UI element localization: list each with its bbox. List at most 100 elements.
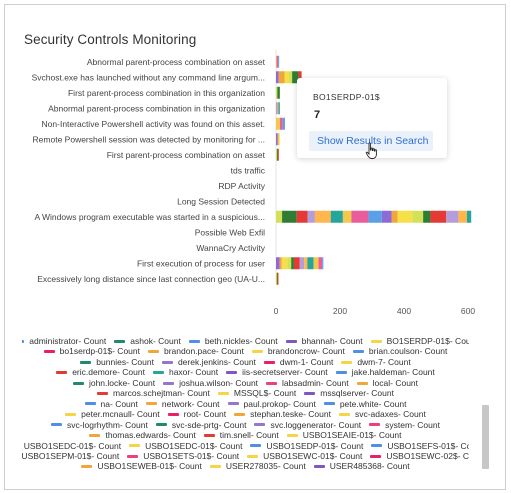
legend-item[interactable]: USER485368- Count [313, 461, 410, 472]
legend-scrollbar[interactable] [482, 405, 489, 469]
legend-item[interactable]: root- Count [167, 409, 226, 419]
legend-item[interactable]: eric.demore- Count [56, 367, 145, 377]
legend-label: bo1serdp-01$- Count [59, 346, 140, 357]
legend-item[interactable]: USBO1SEDP-01$- Count [250, 441, 363, 451]
legend-label: jake.haldeman- Count [351, 367, 435, 378]
legend-row: administrator- Count ashok- Count beth.nic… [22, 336, 469, 346]
hand-cursor-icon [365, 142, 377, 159]
legend-item[interactable]: dwm-7- Count [341, 357, 411, 367]
legend-item[interactable]: USBO1SEWC-01$- Count [247, 451, 362, 461]
legend-item[interactable]: svc-logrhythm- Count [51, 420, 148, 430]
legend-label: paul.prokop- Count [243, 398, 316, 409]
legend-item[interactable]: MSSQL$- Count [217, 388, 296, 398]
legend-row: john.locke- Count joshua.wilson- Count lab… [22, 378, 469, 388]
legend-label: local- Count [372, 377, 419, 388]
legend-item[interactable]: pete.white- Count [323, 399, 406, 409]
legend-item[interactable]: thomas.edwards- Count [89, 430, 196, 440]
x-tick-label: 400 [397, 306, 411, 316]
legend-label: svc-adaxes- Count [354, 409, 426, 420]
legend-item[interactable]: bunnies- Count [80, 357, 154, 367]
legend-item[interactable]: derek.jenkins- Count [161, 356, 256, 367]
legend-item[interactable]: marcos.schejtman- Count [97, 388, 210, 398]
legend-item[interactable]: local- Count [356, 377, 419, 388]
category-label: Abnormal parent-process combination on a… [87, 57, 266, 67]
bar-segment [276, 117, 281, 130]
legend-item[interactable]: USBO1SEAIE-01$- Count [286, 430, 402, 441]
bar-segment [279, 257, 282, 270]
legend-label: svc-logrhythm- Count [67, 419, 148, 430]
legend-item[interactable]: system- Count [369, 420, 440, 430]
legend-item[interactable]: iis-secretserver- Count [226, 367, 328, 377]
legend-item[interactable]: na- Count [84, 399, 138, 409]
legend-label: eric.demore- Count [72, 367, 145, 378]
legend-swatch [266, 381, 278, 385]
category-label: First execution of process for user [137, 258, 265, 268]
legend-item[interactable]: USBO1SEPM-01$- Count [22, 451, 119, 461]
legend-label: tim.snell- Count [219, 430, 279, 441]
legend-row: marcos.schejtman- Count MSSQL$- Count mssq… [22, 388, 469, 398]
legend-item[interactable]: tim.snell- Count [203, 430, 279, 441]
bar-segment [430, 210, 447, 223]
legend-item[interactable]: peter.mcnaull- Count [65, 409, 160, 419]
legend-swatch [43, 350, 55, 354]
legend-item[interactable]: bo1serdp-01$- Count [43, 346, 140, 357]
legend-row: eric.demore- Count haxor- Count iis-secret… [22, 367, 469, 377]
legend-label: USER278035- Count [225, 461, 306, 472]
legend-item[interactable]: USER278035- Count [209, 461, 306, 472]
category-label: Abnormal parent-process combination in t… [48, 103, 265, 113]
legend-item[interactable]: brian.coulson- Count [352, 346, 447, 356]
legend-item[interactable]: USBO1SEDC-01$- Count [129, 441, 242, 451]
bar-segment [278, 102, 280, 115]
bar-segment [314, 210, 331, 223]
legend-item[interactable]: network- Count [145, 399, 220, 409]
x-tick-label: 600 [461, 306, 475, 316]
legend-item[interactable]: paul.prokop- Count [227, 398, 316, 409]
legend-label: USBO1SEPM-01$- Count [22, 450, 120, 461]
legend-item[interactable]: svc.loggenerator- Count [254, 420, 361, 430]
legend-item[interactable]: dwm-1- Count [263, 356, 334, 367]
bar-segment [423, 210, 431, 223]
legend-label: brandon.pace- Count [164, 346, 244, 357]
legend-label: USBO1SEAIE-01$- Count [302, 430, 402, 441]
legend-item[interactable]: beth.nickles- Count [188, 336, 278, 346]
legend-swatch [313, 465, 325, 469]
legend-item[interactable]: labsadmin- Count [266, 378, 349, 388]
bar-segment [299, 257, 305, 270]
legend-item[interactable]: ashok- Count [114, 336, 181, 346]
legend-item[interactable]: USBO1SEDC-01$- Count [22, 441, 121, 451]
bar-segment [368, 210, 382, 223]
legend-item[interactable]: svc-adaxes- Count [338, 409, 426, 420]
legend-item[interactable]: USBO1SEFS-01$- Count [371, 441, 469, 451]
legend-swatch [356, 381, 368, 385]
bar-segment [298, 71, 302, 84]
bar-segment [277, 86, 280, 99]
legend-item[interactable]: mssqlserver- Count [304, 388, 394, 398]
legend-item[interactable]: brandon.pace- Count [148, 346, 244, 356]
legend-item[interactable]: USBO1SEWEB-01$- Count [81, 461, 202, 471]
legend-row: bunnies- Count derek.jenkins- Count dwm-1-… [22, 357, 469, 367]
legend-label: USER485368- Count [329, 461, 410, 472]
legend-item[interactable]: BO1SERDP-01$- Count [370, 336, 469, 346]
legend-item[interactable]: stephan.teske- Count [234, 409, 331, 419]
legend-item[interactable]: administrator- Count [22, 336, 106, 346]
legend-swatch [152, 371, 164, 375]
bar-segment [291, 257, 294, 270]
panel-title: Security Controls Monitoring [24, 32, 197, 47]
legend-item[interactable]: jake.haldeman- Count [335, 367, 435, 378]
legend-item[interactable]: john.locke- Count [72, 378, 155, 388]
legend-item[interactable]: brandoncrow- Count [251, 346, 345, 356]
legend-item[interactable]: haxor- Count [152, 367, 218, 377]
show-results-in-search-button[interactable]: Show Results in Search [309, 131, 433, 151]
legend-swatch [127, 454, 139, 458]
legend-item[interactable]: USBO1SEWC-02$- Count [370, 451, 469, 461]
legend-swatch [369, 423, 381, 427]
legend-item[interactable]: svc-sde-prtg- Count [155, 420, 246, 430]
legend-label: derek.jenkins- Count [177, 356, 256, 367]
legend-label: dwm-1- Count [279, 356, 334, 367]
legend-label: USBO1SEDC-01$- Count [145, 440, 243, 451]
legend-label: bhannah- Count [301, 336, 363, 346]
legend-item[interactable]: joshua.wilson- Count [163, 378, 258, 388]
legend-swatch [323, 402, 335, 406]
legend-item[interactable]: bhannah- Count [285, 336, 363, 346]
legend-item[interactable]: USBO1SETS-01$- Count [127, 451, 239, 461]
